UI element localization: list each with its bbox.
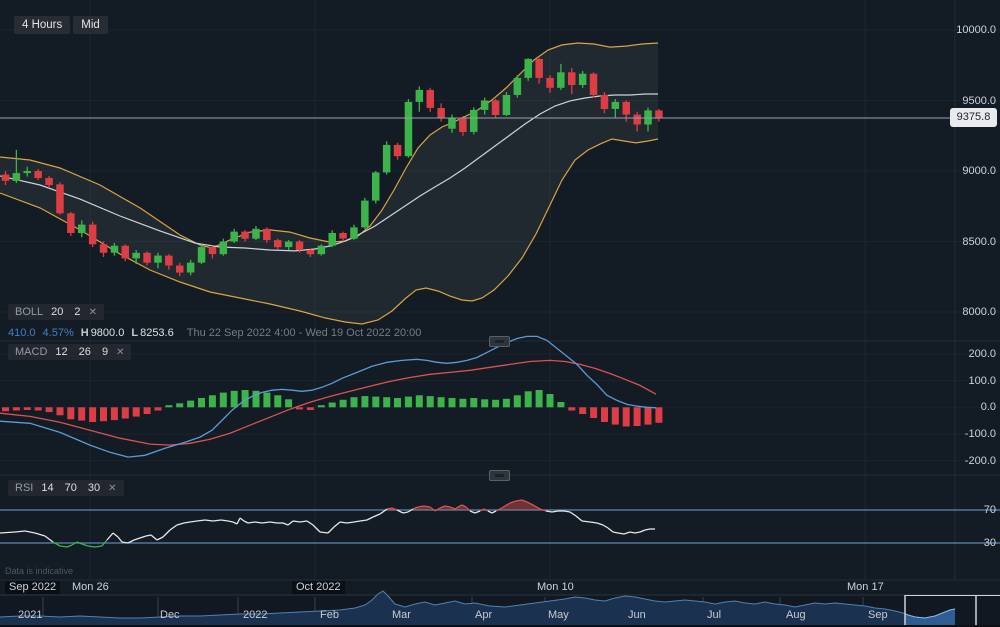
macd-axis-label: 200.0 xyxy=(968,348,996,360)
rsi-indicator-name: RSI xyxy=(15,482,34,494)
boll-indicator-pill[interactable]: BOLL 20 2 ✕ xyxy=(8,304,104,320)
macd-indicator-name: MACD xyxy=(15,346,48,358)
time-axis-label: Mon 10 xyxy=(537,581,574,593)
navigator-month-label: Mar xyxy=(392,609,411,621)
rsi-panel-resize-handle[interactable] xyxy=(489,470,510,481)
macd-indicator-params: 12 26 9 xyxy=(55,346,109,358)
candlestick-series[interactable] xyxy=(1,58,663,277)
navigator-month-label: Aug xyxy=(786,609,806,621)
macd-indicator-pill[interactable]: MACD 12 26 9 ✕ xyxy=(8,344,132,360)
bottom-strip xyxy=(0,625,1000,627)
low-key: L xyxy=(131,327,139,339)
high-key: H xyxy=(80,327,89,339)
grip-icon xyxy=(495,474,504,477)
high-value: 9800.0 xyxy=(90,327,125,339)
price-axis-label: 8500.0 xyxy=(962,235,996,248)
rsi-overbought-fill xyxy=(413,506,430,510)
navigator-month-label: 2022 xyxy=(243,609,268,621)
navigator-area xyxy=(0,591,955,625)
macd-histogram xyxy=(2,390,663,427)
macd-line xyxy=(0,335,657,458)
rsi-indicator-pill[interactable]: RSI 14 70 30 ✕ xyxy=(8,480,124,496)
rsi-overbought-fill xyxy=(500,500,540,510)
navigator-month-label: May xyxy=(548,609,569,621)
close-icon[interactable]: ✕ xyxy=(116,346,125,358)
current-price-badge: 9375.8 xyxy=(950,108,997,127)
rsi-axis-label: 30 xyxy=(983,537,996,549)
navigator-month-label: Sep xyxy=(868,609,888,621)
chart-toolbar: 4 Hours Mid xyxy=(14,16,108,34)
visible-period-range: Thu 22 Sep 2022 4:00 - Wed 19 Oct 2022 2… xyxy=(186,327,422,339)
boll-indicator-params: 20 2 xyxy=(51,306,81,318)
macd-panel-resize-handle[interactable] xyxy=(489,336,510,347)
macd-axis-label: -200.0 xyxy=(964,454,996,467)
navigator-month-label: 2021 xyxy=(18,609,43,621)
grip-icon xyxy=(495,340,504,343)
time-axis-label: Mon 17 xyxy=(847,581,884,593)
data-indicative-note: Data is indicative xyxy=(5,566,74,576)
bollinger-lower-band xyxy=(0,138,659,325)
rsi-indicator-params: 14 70 30 xyxy=(41,482,101,494)
navigator-month-label: Feb xyxy=(320,609,339,621)
macd-axis-label: 100.0 xyxy=(968,374,996,387)
bollinger-middle-band xyxy=(0,93,658,252)
interval-button[interactable]: 4 Hours xyxy=(14,16,71,34)
ohlc-stats-row: 410.0 4.57% H 9800.0 L 8253.6 Thu 22 Sep 2… xyxy=(8,327,421,339)
close-icon[interactable]: ✕ xyxy=(108,482,117,494)
macd-axis-label: -100.0 xyxy=(964,427,996,440)
rsi-axis-label: 70 xyxy=(983,504,996,516)
time-axis-label: Sep 2022 xyxy=(5,581,61,594)
low-value: 8253.6 xyxy=(140,327,174,339)
boll-indicator-name: BOLL xyxy=(15,306,44,318)
price-axis-label: 8000.0 xyxy=(962,306,996,318)
navigator-month-label: Jun xyxy=(628,609,646,621)
price-axis-label: 9000.0 xyxy=(962,165,996,177)
navigator-month-label: Jul xyxy=(707,609,722,621)
time-axis-label: Oct 2022 xyxy=(292,581,345,594)
navigator-selected-range[interactable] xyxy=(0,591,956,625)
navigator-month-label: Dec xyxy=(160,609,180,621)
time-axis-label: Mon 26 xyxy=(72,581,109,593)
price-change-value: 410.0 xyxy=(8,327,36,339)
grid-lines xyxy=(0,0,1000,580)
macd-axis-label: 0.0 xyxy=(980,401,996,414)
navigator-area-outline xyxy=(0,590,956,619)
navigator-month-label: Apr xyxy=(475,609,493,621)
price-axis-label: 9500.0 xyxy=(962,94,996,107)
price-change-percent: 4.57% xyxy=(42,327,74,339)
rsi-line xyxy=(0,499,655,548)
price-axis-label: 10000.0 xyxy=(956,24,996,36)
close-icon[interactable]: ✕ xyxy=(88,306,97,318)
price-mode-button[interactable]: Mid xyxy=(73,16,108,34)
